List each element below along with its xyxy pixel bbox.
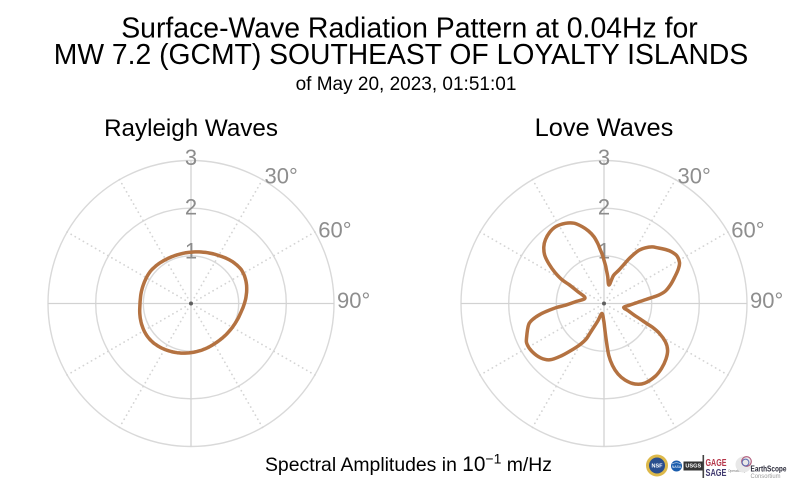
svg-text:3: 3 — [598, 145, 610, 170]
svg-text:Operated by: Operated by — [728, 469, 746, 473]
svg-text:60°: 60° — [318, 218, 351, 243]
svg-text:MW 7.2 (GCMT) SOUTHEAST OF LOY: MW 7.2 (GCMT) SOUTHEAST OF LOYALTY ISLAN… — [54, 38, 748, 70]
svg-text:90°: 90° — [337, 288, 370, 313]
svg-text:GAGE: GAGE — [706, 458, 727, 469]
svg-text:3: 3 — [185, 145, 197, 170]
svg-text:USGS: USGS — [685, 463, 701, 469]
svg-text:NASA: NASA — [672, 465, 682, 469]
svg-text:NSF: NSF — [652, 464, 664, 470]
svg-text:of May 20, 2023, 01:51:01: of May 20, 2023, 01:51:01 — [296, 74, 517, 95]
svg-text:30°: 30° — [265, 164, 298, 189]
svg-text:Consortium: Consortium — [751, 473, 781, 480]
svg-text:1: 1 — [598, 239, 610, 264]
svg-text:Spectral Amplitudes in 10−1 m/: Spectral Amplitudes in 10−1 m/Hz — [265, 451, 552, 476]
svg-text:SAGE: SAGE — [706, 468, 727, 479]
svg-text:60°: 60° — [731, 218, 764, 243]
svg-text:90°: 90° — [750, 288, 783, 313]
svg-text:2: 2 — [598, 195, 610, 220]
svg-text:30°: 30° — [678, 164, 711, 189]
svg-text:Rayleigh Waves: Rayleigh Waves — [104, 115, 278, 142]
svg-text:Surface-Wave Radiation Pattern: Surface-Wave Radiation Pattern at 0.04Hz… — [121, 12, 698, 44]
svg-text:Love Waves: Love Waves — [535, 114, 674, 142]
svg-text:EarthScope: EarthScope — [751, 464, 787, 474]
svg-text:2: 2 — [185, 195, 197, 220]
